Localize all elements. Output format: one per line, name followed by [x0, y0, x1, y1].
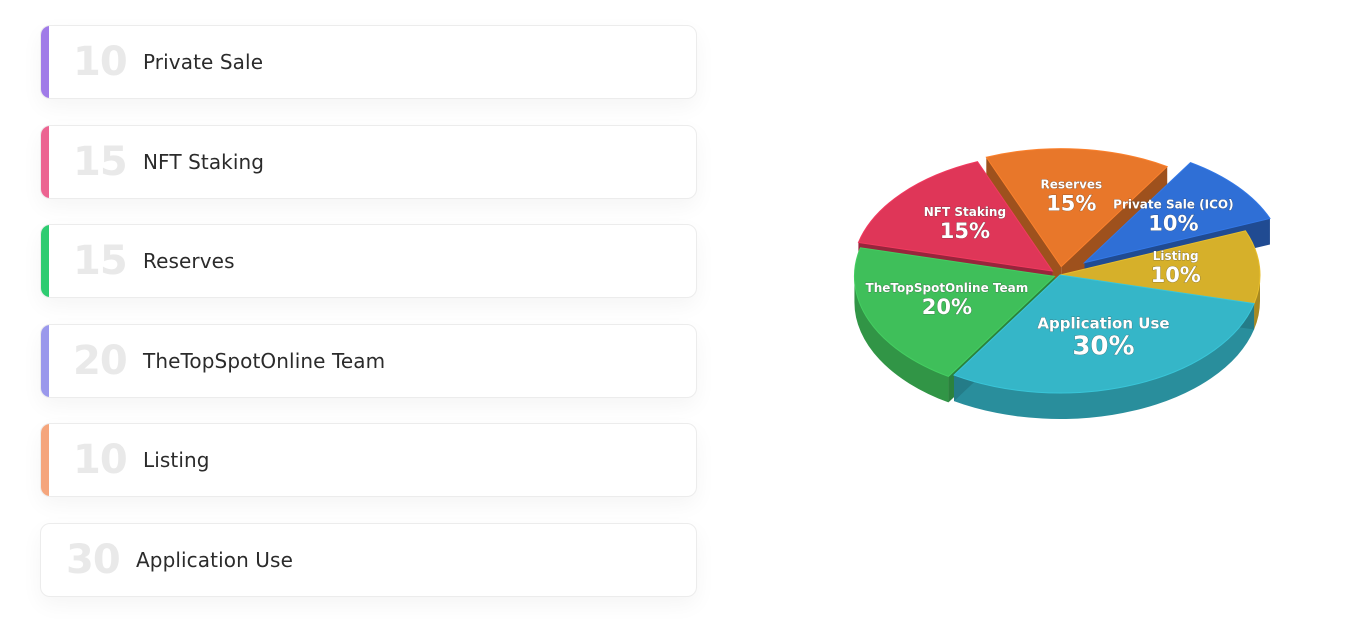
allocation-value: 10 — [73, 437, 128, 483]
pie-slice-side — [854, 276, 949, 403]
pie-slice-reserves — [985, 148, 1169, 268]
pie-slice-private-sale-ico — [1082, 162, 1271, 264]
pie-slice-side — [954, 303, 1255, 419]
pie-slice-side — [1254, 275, 1260, 330]
pie-slice-name-label: Reserves — [1040, 177, 1102, 191]
pie-slice-percent-label: 30% — [1072, 331, 1134, 361]
pie-slice-percent-label: 15% — [940, 219, 990, 243]
pie-slice-name-label: TheTopSpotOnline Team — [866, 281, 1029, 295]
allocation-value: 30 — [66, 536, 121, 583]
pie-slice-listing — [1059, 230, 1261, 305]
allocation-label: Application Use — [136, 547, 293, 572]
pie-chart-svg: Private Sale (ICO)10%Listing10%Applicati… — [853, 148, 1271, 419]
pie-slice-name-label: Listing — [1153, 249, 1199, 263]
allocation-value: 15 — [73, 138, 128, 185]
allocation-label: TheTopSpotOnline Team — [143, 348, 386, 373]
card-accent-bar — [41, 424, 49, 496]
pie-slice-percent-label: 10% — [1151, 263, 1201, 287]
allocation-card-listing: 10 Listing — [40, 423, 697, 497]
allocation-card-reserves: 15 Reserves — [40, 224, 697, 298]
allocation-card-nft-staking: 15 NFT Staking — [40, 124, 697, 199]
pie-tops — [853, 148, 1271, 394]
pie-slice-name-label: Private Sale (ICO) — [1113, 198, 1233, 212]
pie-slice-name-label: Application Use — [1037, 314, 1169, 332]
allocation-card-application-use: 30 Application Use — [40, 522, 697, 597]
allocation-label: NFT Staking — [143, 149, 265, 174]
pie-slice-percent-label: 15% — [1046, 191, 1096, 215]
card-accent-bar — [41, 324, 49, 397]
allocation-value: 10 — [73, 39, 128, 85]
pie-slice-application-use — [953, 274, 1255, 394]
pie-slice-name-label: NFT Staking — [924, 205, 1006, 219]
card-accent-bar — [41, 225, 49, 297]
pie-slice-nft-staking — [857, 161, 1054, 272]
allocation-label: Reserves — [143, 249, 235, 273]
allocation-card-team: 20 TheTopSpotOnline Team — [40, 323, 697, 398]
pie-slice-thetopspotonline-team — [853, 247, 1056, 377]
allocation-label: Listing — [143, 448, 210, 472]
allocation-list: 10 Private Sale 15 NFT Staking 15 Reserv… — [40, 25, 697, 622]
pie-slice-percent-label: 10% — [1148, 212, 1198, 236]
card-accent-bar — [41, 125, 49, 198]
allocation-value: 20 — [73, 337, 128, 384]
allocation-value: 15 — [73, 238, 128, 284]
allocation-label: Private Sale — [143, 50, 264, 74]
pie-labels: Private Sale (ICO)10%Listing10%Applicati… — [865, 177, 1234, 362]
allocation-card-private-sale: 10 Private Sale — [40, 25, 697, 99]
pie-slice-percent-label: 20% — [922, 295, 972, 319]
card-accent-bar — [41, 26, 49, 98]
token-distribution-pie-chart: Private Sale (ICO) 10% Listing 10% Applicati… — [815, 100, 1335, 470]
